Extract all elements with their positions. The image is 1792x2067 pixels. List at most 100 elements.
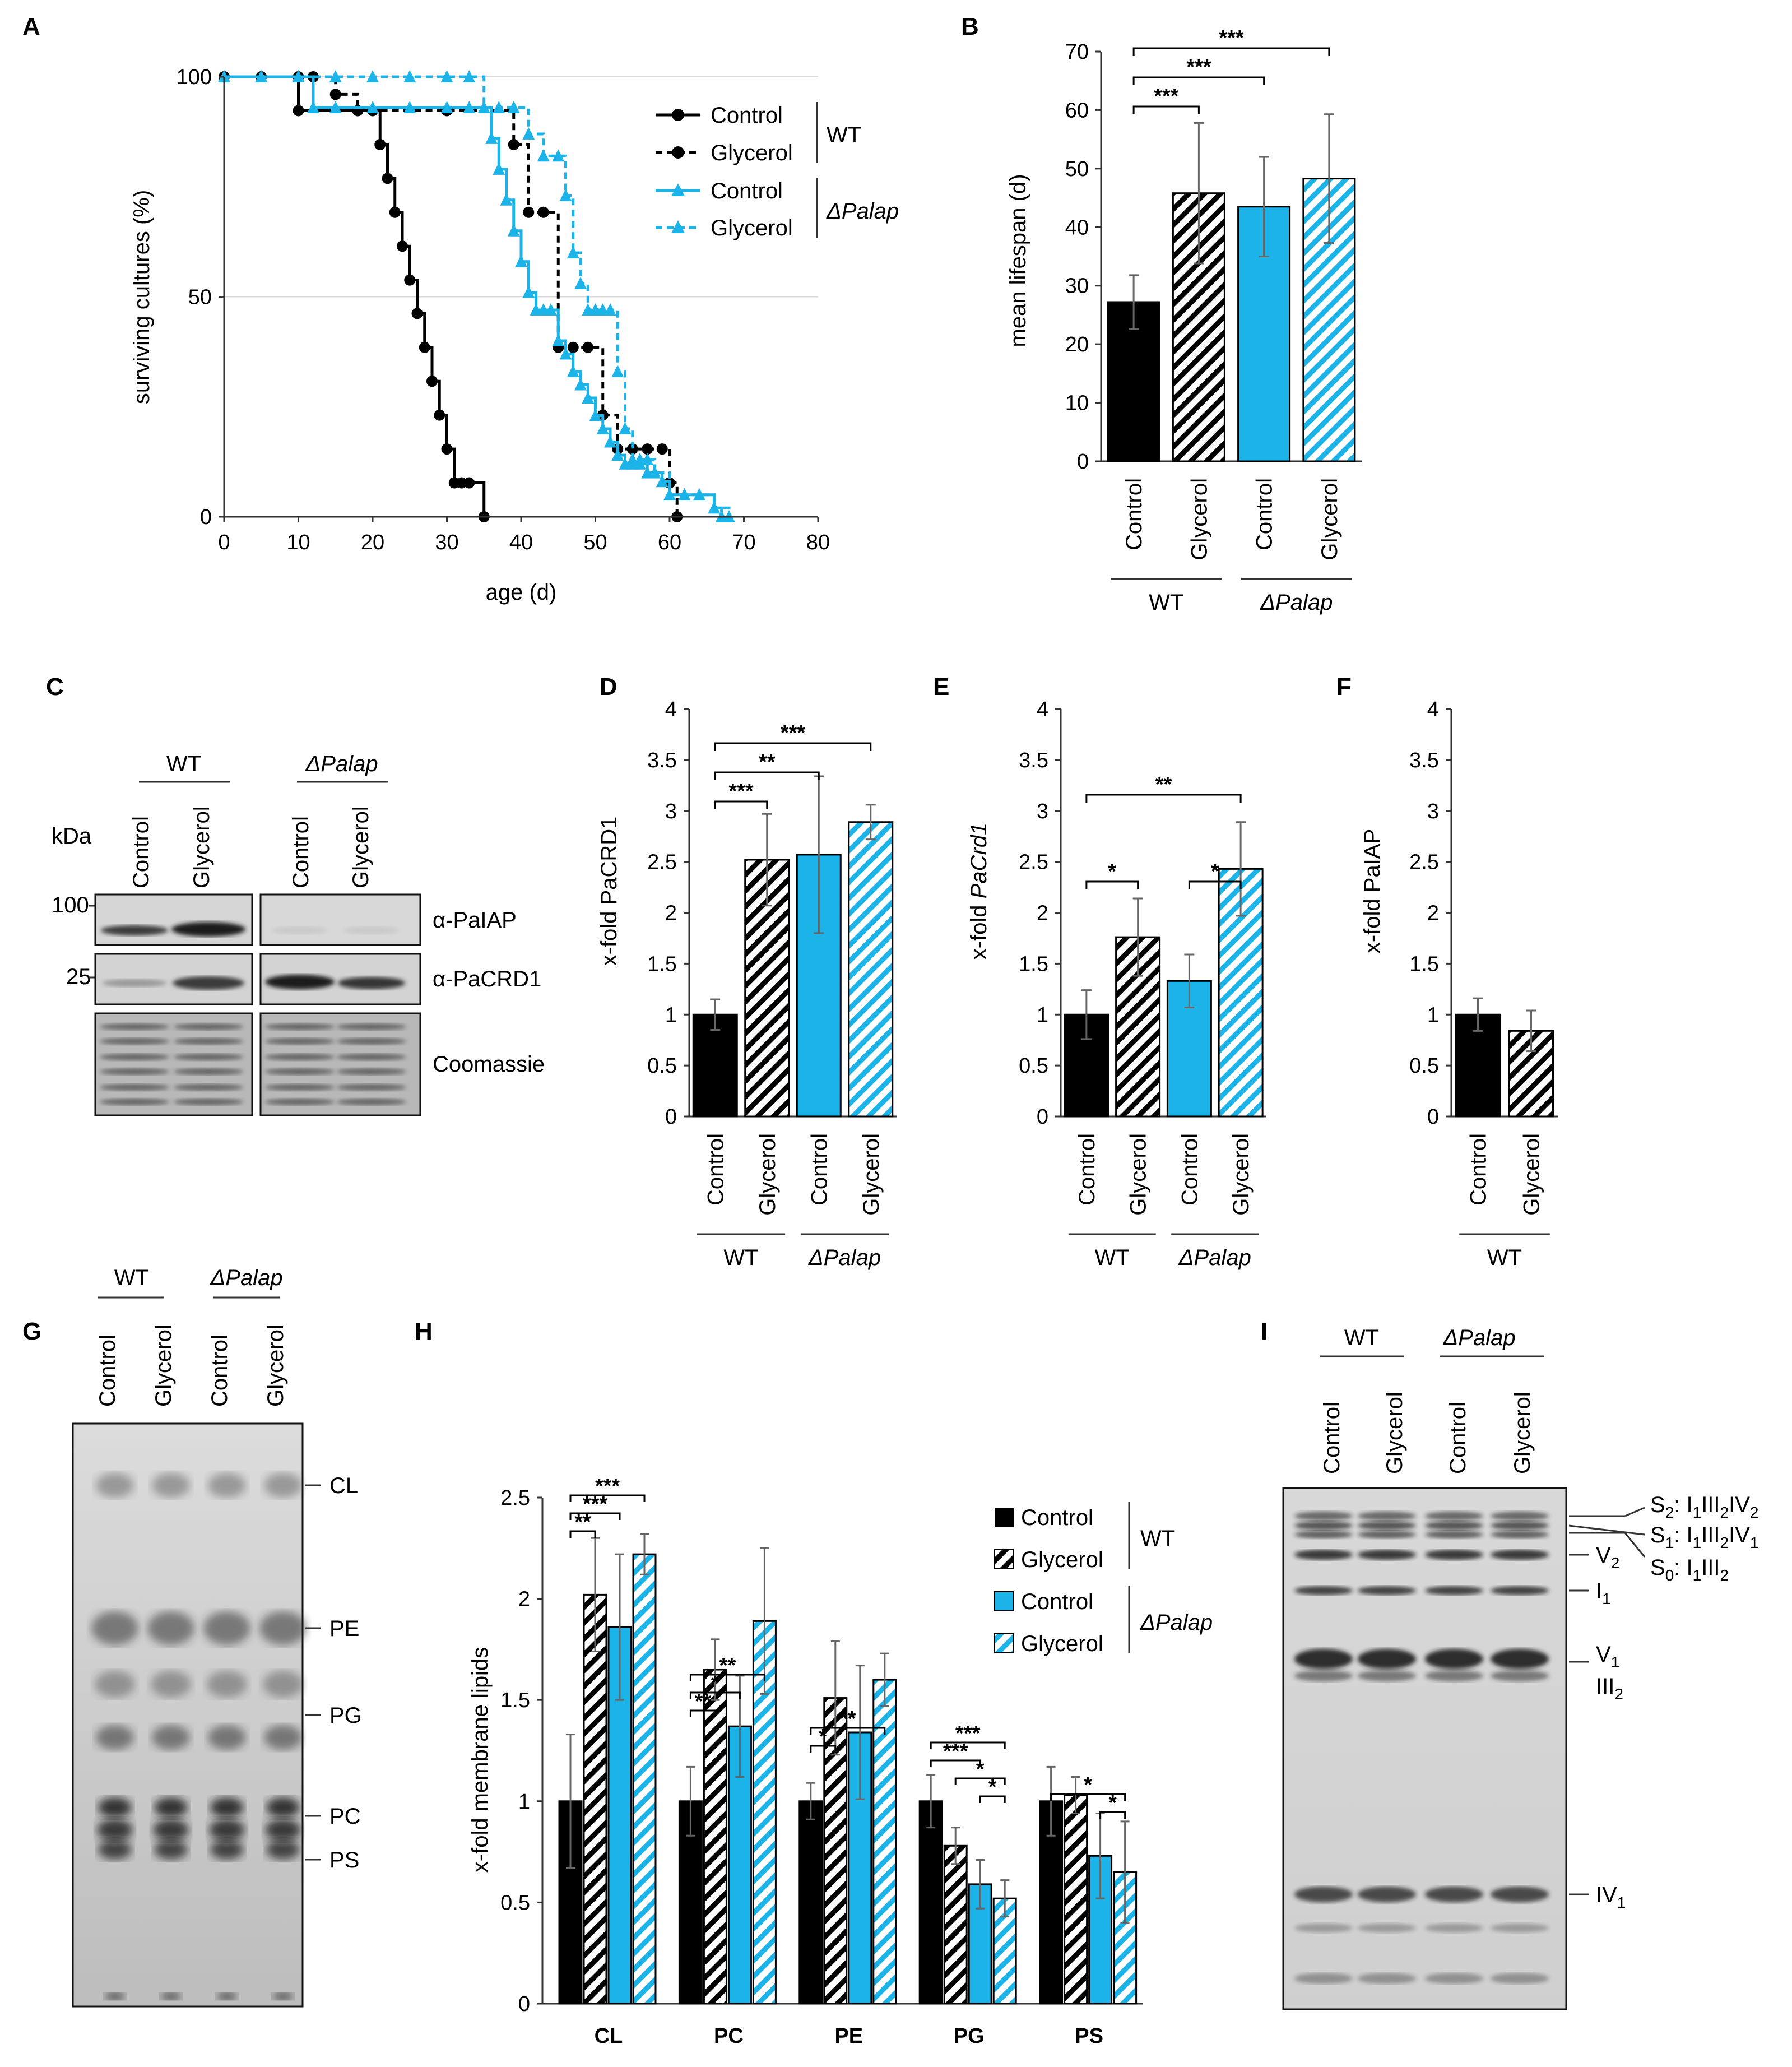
c-lane-wt-glycerol: Glycerol (189, 806, 214, 888)
c-band-pacrd1-mut-control (265, 975, 335, 989)
c-row-palap: α-PaIAP (433, 908, 517, 933)
g-spot-3-0 (264, 1473, 302, 1498)
h-y-tick-label-3: 1.5 (500, 1689, 530, 1712)
i-band-1-7 (1358, 1887, 1416, 1902)
a-series-3-point-11 (522, 127, 535, 140)
i-band-3-0 (1491, 1512, 1549, 1521)
g-band-label-4: PS (329, 1848, 359, 1873)
e-plot-sig-bracket-2 (1085, 794, 1242, 803)
h-sig-label-8: * (988, 1776, 997, 1799)
g-spot-1-6 (154, 1839, 188, 1860)
b-plot-y-tick-label-3: 30 (1065, 275, 1089, 298)
g-band-labels: CL PE PG PC PS (305, 1473, 362, 1873)
h-sig-label-7: ** (839, 1707, 856, 1731)
i-label-s0-c: 2 (1720, 1567, 1729, 1584)
h-y-tick-label-0: 0 (518, 1992, 530, 2016)
c-coomassie-band-1-5 (174, 1099, 243, 1105)
a-x-tick-label-3: 30 (435, 531, 458, 554)
a-series-1-point-7 (523, 206, 535, 218)
e-y-axis-label-prefix: x-fold (967, 898, 991, 960)
f-plot-category-label-0: Control (1466, 1133, 1491, 1206)
g-band-label-3: PC (329, 1804, 361, 1829)
a-series-2-point-8 (463, 100, 476, 113)
g-spot-0-6 (98, 1839, 132, 1860)
d-plot-bar-3 (848, 821, 894, 1118)
i-gel (1282, 1487, 1567, 2010)
c-coomassie-band-0-4 (100, 1084, 169, 1091)
i-label-s1-e: 1 (1750, 1534, 1759, 1551)
h-y-axis-label: x-fold membrane lipids (468, 1647, 493, 1873)
c-coomassie-band-3-1 (337, 1038, 406, 1045)
h-y-tick-label-5: 2.5 (500, 1486, 530, 1510)
a-series-3-point-25 (641, 452, 654, 465)
i-band-3-4 (1491, 1586, 1549, 1595)
d-plot-sig-bracket-0 (714, 800, 768, 809)
i-label-iii2-sub: 2 (1614, 1685, 1623, 1703)
i-band-0-5 (1294, 1649, 1353, 1669)
i-label-s2-e: 2 (1750, 1504, 1759, 1521)
e-plot-y-tick-label-4: 2 (1037, 902, 1048, 925)
i-lane-wt-control: Control (1320, 1402, 1344, 1474)
i-label-s2-s: S (1650, 1493, 1665, 1517)
c-coomassie-band-2-1 (265, 1038, 335, 1045)
i-band-1-4 (1358, 1586, 1416, 1595)
g-spots (91, 1473, 307, 2000)
g-spot-1-1 (147, 1611, 194, 1645)
i-band-0-4 (1294, 1586, 1353, 1595)
a-y-tick-label-1: 50 (188, 286, 212, 309)
c-coomassie-band-0-2 (100, 1054, 169, 1060)
b-plot-sig-label-2: *** (1219, 26, 1244, 50)
c-coomassie-band-2-2 (265, 1054, 335, 1060)
g-band-label-2: PG (329, 1703, 362, 1728)
c-coomassie-band-1-1 (174, 1038, 243, 1045)
h-category-label-0: CL (595, 2024, 623, 2048)
i-band-1-9 (1358, 1973, 1416, 1984)
b-plot-category-label-1: Glycerol (1187, 478, 1211, 560)
c-band-palap-mut-control (272, 926, 328, 934)
d-y-axis-label: x-fold PaCRD1 (597, 817, 621, 966)
i-leader-s1 (1568, 1524, 1645, 1536)
h-plot: 00.511.522.5CL PC PE PG PS******************… (500, 1475, 1143, 2048)
a-series-1-point-16 (656, 443, 668, 455)
i-band-2-3 (1425, 1550, 1483, 1560)
c-coomassie-band-2-5 (265, 1099, 335, 1105)
d-plot-y-tick-label-7: 3.5 (647, 749, 677, 772)
panel-label-h: H (415, 1318, 433, 1345)
i-label-s0: S0: I1III2 (1650, 1555, 1729, 1584)
a-series-1-point-8 (537, 206, 549, 218)
i-label-s2-rest: : I (1674, 1493, 1692, 1517)
a-legend-label-wt-control: Control (711, 103, 783, 128)
d-plot-sig-bracket-1 (714, 771, 820, 780)
a-legend-marker-wt-control (672, 109, 684, 121)
i-label-s2-c: 2 (1720, 1504, 1729, 1521)
c-lane-wt-control: Control (129, 816, 154, 888)
h-sig-bracket-2 (569, 1494, 646, 1502)
a-series-2-point-4 (329, 100, 342, 113)
g-lane-mut-glycerol: Glycerol (263, 1324, 288, 1407)
d-plot-category-label-3: Glycerol (859, 1133, 884, 1216)
c-lane-mut-control: Control (289, 816, 313, 888)
i-band-3-8 (1491, 1924, 1549, 1932)
a-series-2-point-6 (403, 100, 416, 113)
i-band-2-8 (1425, 1924, 1483, 1932)
panel-h-membrane-lipids-chart: 00.511.522.5CL PC PE PG PS******************… (468, 1475, 1213, 2048)
a-series-2-point-24 (589, 409, 602, 421)
i-label-iv1-sub: 1 (1617, 1894, 1626, 1911)
panel-label-a: A (22, 13, 40, 40)
h-sig-bracket-12 (1099, 1811, 1126, 1819)
a-legend-label-mut-control: Control (711, 179, 783, 203)
h-sig-label-13: * (1084, 1773, 1092, 1797)
a-series-2-point-33 (656, 475, 668, 488)
a-series-3-point-15 (567, 246, 579, 258)
f-plot-y-tick-label-0: 0 (1427, 1105, 1439, 1129)
c-coomassie-band-3-2 (337, 1054, 406, 1060)
e-plot-group-label-0: WT (1095, 1245, 1130, 1270)
i-label-s0-s: S (1650, 1555, 1665, 1580)
h-sig-bracket-8 (979, 1795, 1006, 1803)
h-sig-bracket-13 (1050, 1793, 1126, 1801)
h-category-label-1: PC (714, 2024, 744, 2048)
a-series-3-point-30 (708, 501, 721, 514)
e-plot-y-tick-label-7: 3.5 (1019, 749, 1048, 772)
e-plot-category-label-3: Glycerol (1229, 1133, 1254, 1216)
i-label-s1-b: III (1701, 1523, 1720, 1547)
